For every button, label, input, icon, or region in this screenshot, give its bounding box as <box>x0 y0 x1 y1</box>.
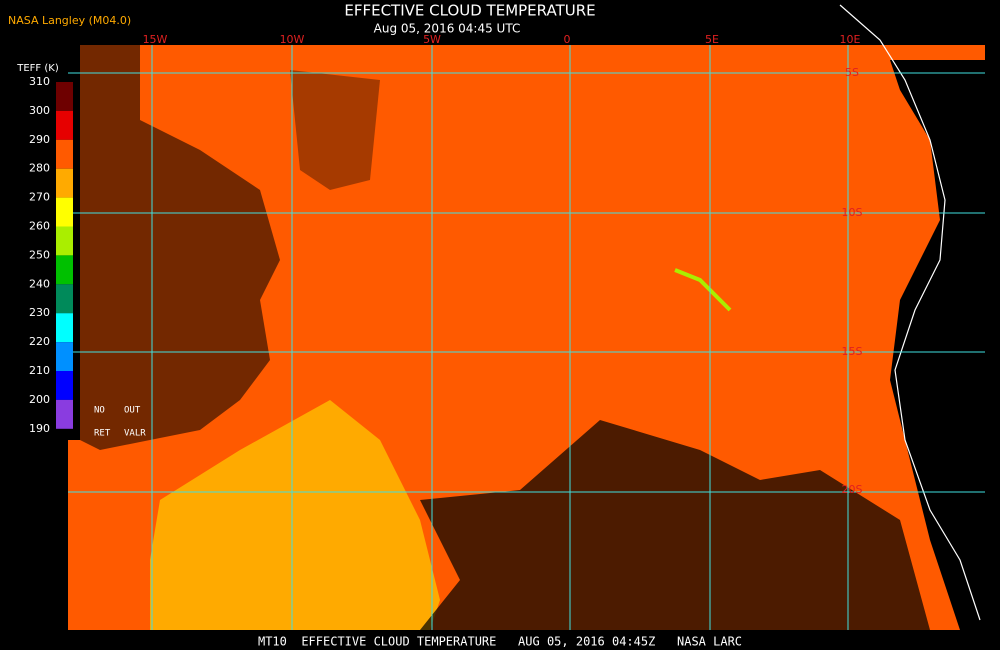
legend-label: 220 <box>29 335 50 348</box>
legend-label: 270 <box>29 191 50 204</box>
legend-label: 210 <box>29 364 50 377</box>
legend-label: 310 <box>29 75 50 88</box>
legend-swatch <box>56 371 73 400</box>
legend-label: 290 <box>29 133 50 146</box>
longitude-label: 0 <box>564 33 571 46</box>
footer: MT10 EFFECTIVE CLOUD TEMPERATURE AUG 05,… <box>258 635 742 649</box>
legend-note: NO <box>94 406 105 416</box>
clear-area <box>290 70 380 190</box>
legend-note: VALR <box>124 429 146 439</box>
longitude-label: 10W <box>280 33 305 46</box>
cool-cloud <box>150 400 440 630</box>
clear-area <box>420 420 930 630</box>
credit: NASA Langley (M04.0) <box>8 14 131 27</box>
subtitle: Aug 05, 2016 04:45 UTC <box>374 22 521 36</box>
legend-swatch <box>56 342 73 371</box>
latitude-label: 15S <box>842 345 863 358</box>
latitude-label: 5S <box>845 66 859 79</box>
legend-swatch <box>56 284 73 314</box>
legend-swatch <box>56 197 73 227</box>
legend-swatch <box>56 82 73 111</box>
legend-label: 200 <box>29 393 50 406</box>
graticule <box>68 45 985 630</box>
title: EFFECTIVE CLOUD TEMPERATURE <box>344 2 595 20</box>
legend-label: 190 <box>29 422 50 435</box>
legend-note: RET <box>94 429 111 439</box>
longitude-label: 5W <box>423 33 441 46</box>
legend-label: 230 <box>29 306 50 319</box>
legend-swatch <box>56 139 73 169</box>
clear-area <box>80 45 280 450</box>
legend-label: 250 <box>29 248 50 261</box>
legend-note: OUT <box>124 406 141 416</box>
land <box>890 60 985 630</box>
latitude-label: 20S <box>842 483 863 496</box>
legend-swatch <box>56 226 73 256</box>
legend-swatch <box>56 168 73 198</box>
legend-swatch <box>56 313 73 343</box>
legend-swatch <box>56 399 73 429</box>
legend-swatch <box>56 255 73 285</box>
legend-title: TEFF (K) <box>16 63 59 74</box>
longitude-label: 10E <box>840 33 861 46</box>
legend-label: 240 <box>29 277 50 290</box>
latitude-label: 10S <box>842 206 863 219</box>
longitude-label: 15W <box>143 33 168 46</box>
longitude-label: 5E <box>705 33 719 46</box>
legend-swatch <box>56 110 73 140</box>
cloud-field <box>68 4 985 630</box>
legend-label: 300 <box>29 104 50 117</box>
legend-label: 260 <box>29 220 50 233</box>
legend-label: 280 <box>29 162 50 175</box>
